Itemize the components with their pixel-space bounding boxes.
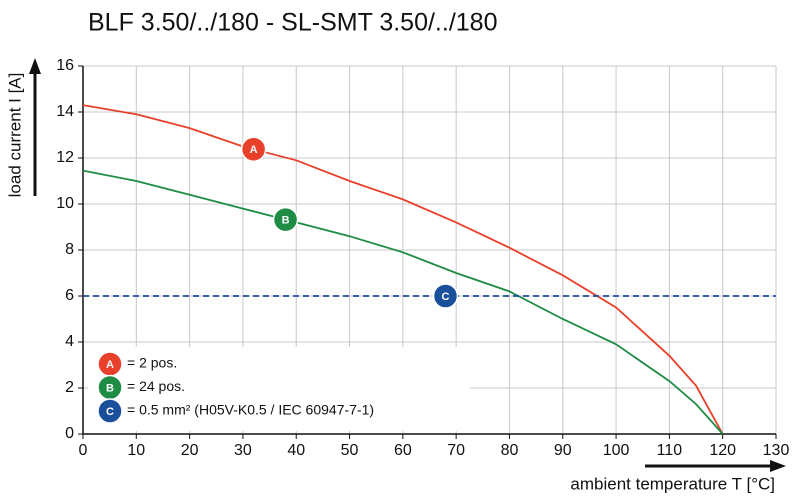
grid — [82, 65, 777, 435]
marker-letter: C — [442, 291, 450, 303]
series-line — [82, 169, 724, 435]
marker-badge — [240, 136, 267, 163]
x-arrow-head — [770, 460, 786, 472]
marker-letter: A — [250, 144, 258, 156]
marker-letter: C — [106, 406, 114, 418]
marker-letter: B — [282, 215, 290, 227]
x-axis-label: ambient temperature T [°C] — [570, 474, 775, 493]
y-tick-label: 10 — [56, 195, 74, 212]
y-tick-label: 4 — [65, 333, 74, 350]
y-tick-label: 12 — [56, 149, 74, 166]
legend-label: = 2 pos. — [127, 355, 177, 371]
marker-badge — [272, 206, 299, 233]
x-tick-label: 130 — [763, 442, 790, 459]
y-tick-label: 16 — [56, 57, 74, 74]
x-tick-label: 120 — [709, 442, 736, 459]
y-tick-label: 6 — [65, 287, 74, 304]
x-tick-label: 40 — [287, 442, 305, 459]
x-tick-label: 90 — [554, 442, 572, 459]
marker-badge — [432, 283, 459, 309]
x-tick-label: 30 — [234, 442, 252, 459]
y-axis-label: load current I [A] — [5, 73, 24, 198]
x-tick-label: 100 — [603, 442, 630, 459]
x-tick-label: 80 — [501, 442, 519, 459]
x-tick-label: 10 — [127, 442, 145, 459]
x-tick-label: 70 — [447, 442, 465, 459]
y-tick-label: 2 — [65, 379, 74, 396]
marker-letter: A — [106, 359, 114, 371]
legend-background — [88, 347, 470, 431]
x-tick-label: 50 — [341, 442, 359, 459]
x-tick-label: 0 — [79, 442, 88, 459]
y-tick-label: 8 — [65, 241, 74, 258]
chart-title: BLF 3.50/../180 - SL-SMT 3.50/../180 — [88, 9, 498, 37]
y-tick-label: 0 — [65, 425, 74, 442]
legend-label: = 0.5 mm² (H05V-K0.5 / IEC 60947-7-1) — [127, 402, 374, 418]
y-arrow-head — [29, 58, 41, 74]
legend-label: = 24 pos. — [127, 378, 185, 394]
x-tick-label: 20 — [181, 442, 199, 459]
y-tick-label: 14 — [56, 103, 74, 120]
series-line — [82, 104, 724, 435]
marker-badge — [97, 398, 123, 424]
x-tick-label: 60 — [394, 442, 412, 459]
marker-letter: B — [106, 382, 114, 394]
x-tick-label: 110 — [657, 442, 683, 459]
